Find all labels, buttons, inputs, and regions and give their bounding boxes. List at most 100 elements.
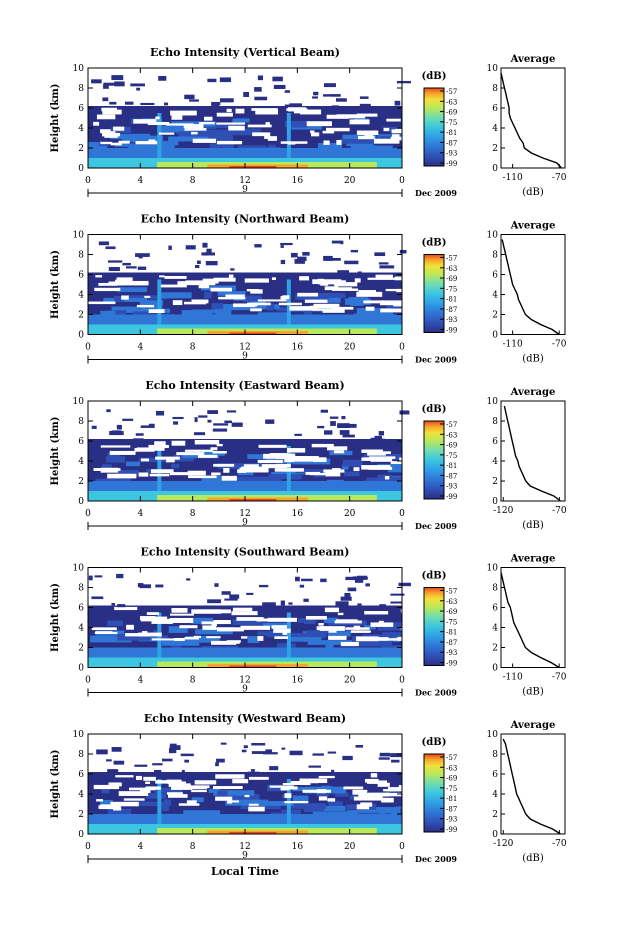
y-axis-label: Height (km) <box>50 84 61 153</box>
heatmap-gap <box>216 112 233 117</box>
heatmap-gap <box>274 636 288 639</box>
heatmap-cell-high <box>241 749 247 753</box>
heatmap-cell <box>183 810 221 816</box>
heatmap-cell-high <box>380 438 386 442</box>
heatmap-cell <box>190 617 213 624</box>
heatmap-cell <box>339 139 385 144</box>
heatmap-cell-high <box>288 602 293 605</box>
heatmap-cell <box>342 459 363 467</box>
date-label: Dec 2009 <box>415 188 457 198</box>
heatmap-cell <box>209 143 234 150</box>
heatmap-cell-high <box>379 604 387 610</box>
heatmap-cell-high <box>365 583 370 587</box>
heatmap-cell-high <box>379 752 391 757</box>
heatmap-field <box>88 240 407 335</box>
heatmap-cell <box>267 784 286 792</box>
heatmap-cell <box>317 142 343 150</box>
heatmap-cell-high <box>122 262 131 266</box>
heatmap-gap <box>248 803 259 806</box>
heatmap-cell <box>105 456 126 463</box>
x-tick-label: 4 <box>137 842 143 852</box>
heatmap-cell-high <box>168 245 172 250</box>
heatmap-cell-high <box>295 576 300 582</box>
colorbar-tick-label: -81 <box>446 629 457 637</box>
heatmap-gap <box>213 463 235 467</box>
heatmap-cell-high <box>327 751 337 754</box>
colorbar-tick-label: -81 <box>446 795 457 803</box>
heatmap-gap <box>379 300 402 306</box>
heatmap-gap <box>293 456 319 462</box>
heatmap-cell-high <box>297 256 307 262</box>
heatmap-gap <box>343 786 364 790</box>
profile-y-tick-label: 2 <box>492 311 498 321</box>
colorbar-tick-label: -93 <box>446 483 457 491</box>
heatmap-gap <box>191 609 222 614</box>
heatmap-cell <box>139 300 164 307</box>
x-tick-label: 12 <box>239 509 250 519</box>
heatmap-cell-high <box>170 745 180 750</box>
heatmap-gap <box>381 797 394 803</box>
heatmap-cell <box>228 128 261 136</box>
heatmap-gap <box>305 471 321 475</box>
profile-x-tick-label: -70 <box>552 673 567 683</box>
colorbar-tick-label: -87 <box>446 306 457 314</box>
profile-y-tick-label: 2 <box>492 810 498 820</box>
profile-line <box>501 239 560 336</box>
heatmap-gap <box>363 300 385 304</box>
x-tick-label: 4 <box>137 676 143 686</box>
heatmap-cell-high <box>105 246 116 250</box>
colorbar-label: (dB) <box>422 238 447 249</box>
profile-y-tick-label: 10 <box>487 397 499 407</box>
heatmap-gap <box>193 635 201 638</box>
colorbar-tick-label: -63 <box>446 598 457 606</box>
heatmap-gap <box>141 458 149 462</box>
heatmap-plume <box>286 113 291 158</box>
y-tick-label: 10 <box>73 730 85 740</box>
heatmap-cell-high <box>331 240 343 244</box>
colorbar-tick-label: -63 <box>446 98 457 106</box>
heatmap-cell <box>195 629 233 635</box>
heatmap-cell <box>325 643 334 649</box>
y-tick-label: 2 <box>78 810 84 820</box>
heatmap-cell-high <box>262 752 278 755</box>
date-label: Dec 2009 <box>415 355 457 365</box>
heatmap-gap <box>326 114 349 119</box>
heatmap-cell-high <box>155 410 165 416</box>
y-tick-label: 4 <box>78 291 84 301</box>
colorbar-tick-label: -99 <box>446 160 457 168</box>
heatmap-plume <box>157 446 162 491</box>
heatmap-cell <box>145 140 179 146</box>
heatmap-cell-high <box>91 79 102 84</box>
heatmap-cell <box>103 297 148 302</box>
heatmap-gap <box>324 607 339 613</box>
heatmap-gap <box>133 119 157 124</box>
y-tick-label: 2 <box>78 644 84 654</box>
profile-x-tick-label: -110 <box>503 173 523 183</box>
heatmap-gap <box>216 122 246 125</box>
x-tick-label: 4 <box>137 509 143 519</box>
heatmap-cell <box>400 808 402 814</box>
heatmap-gap <box>374 138 400 144</box>
heatmap-cell-high <box>107 260 123 263</box>
heatmap-cell <box>107 452 121 458</box>
heatmap-field <box>88 75 411 168</box>
heatmap-cell-high <box>122 418 134 421</box>
heatmap-cell-high <box>94 575 103 578</box>
heatmap-cell-high <box>214 583 219 587</box>
heatmap-cell <box>117 633 151 641</box>
heatmap-gap <box>334 620 362 624</box>
heatmap-cell-high <box>301 578 313 582</box>
profile-y-tick-label: 0 <box>492 164 498 174</box>
colorbar-tick-label: -75 <box>446 785 457 793</box>
heatmap-gap <box>241 636 248 639</box>
y-axis-label: Height (km) <box>50 583 61 652</box>
heatmap-cell-high <box>265 749 273 753</box>
heatmap-gap <box>365 306 375 311</box>
heatmap-gap <box>327 798 336 802</box>
heatmap-gap <box>332 468 341 472</box>
heatmap-cell-high <box>347 587 357 592</box>
heatmap-cell-high <box>243 91 250 97</box>
heatmap-gap <box>184 128 207 131</box>
x-tick-label: 0 <box>85 509 91 519</box>
heatmap-gap <box>385 288 402 292</box>
